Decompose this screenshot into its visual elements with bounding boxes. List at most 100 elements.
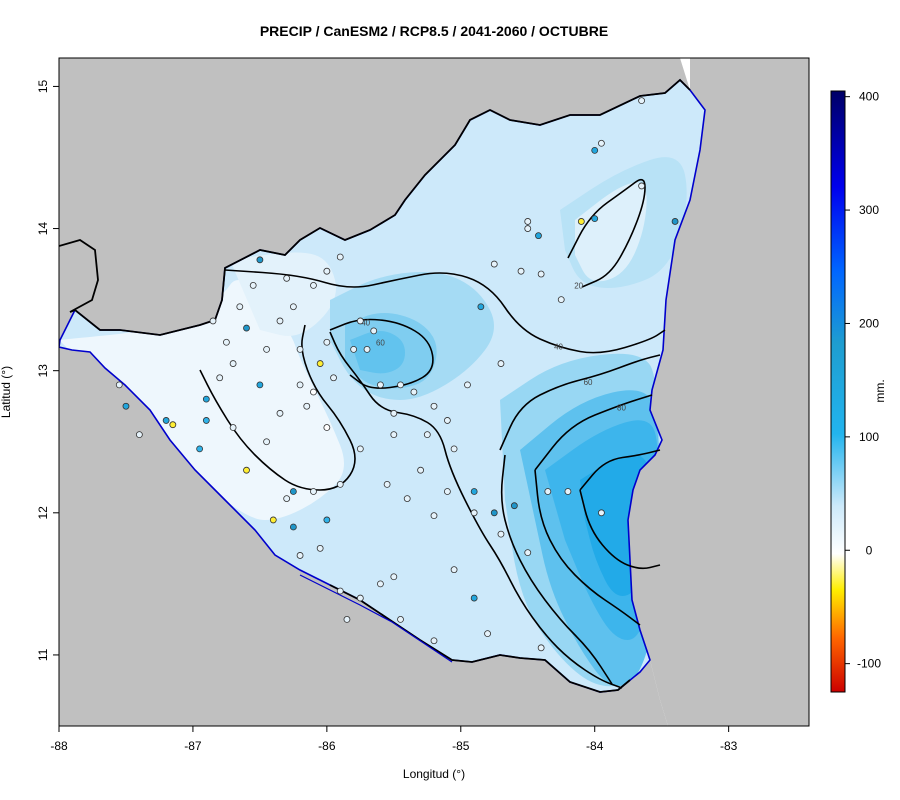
station-marker <box>336 587 344 595</box>
contour-label: 40 <box>361 318 370 327</box>
colorbar-gradient <box>830 90 846 693</box>
station-marker <box>243 466 250 474</box>
station-marker <box>289 303 297 311</box>
station-marker <box>256 381 264 389</box>
station-marker <box>544 488 552 495</box>
x-tick-label: -88 <box>50 739 68 753</box>
contour-line <box>500 454 613 685</box>
station-marker <box>524 218 532 225</box>
station-marker <box>289 488 297 495</box>
station-marker <box>283 274 291 282</box>
contour-label: 60 <box>376 338 385 347</box>
station-marker <box>390 573 398 581</box>
field-layer <box>59 280 344 520</box>
y-axis-label: Latitud (°) <box>0 366 13 418</box>
honduras-land <box>59 58 690 347</box>
station-marker <box>423 431 431 439</box>
station-marker <box>263 438 270 446</box>
colorbar: 400 300 200 100 0 -100 mm. <box>830 90 887 693</box>
station-marker <box>350 345 358 353</box>
x-tick-label: -85 <box>452 739 470 753</box>
y-tick-label: 11 <box>36 648 50 661</box>
station-marker <box>115 381 123 389</box>
x-tick-label: -86 <box>318 739 336 753</box>
contour-line <box>224 269 666 354</box>
station-marker <box>323 338 331 346</box>
station-marker <box>397 381 404 389</box>
station-marker <box>390 431 398 439</box>
station-marker <box>356 445 364 453</box>
station-marker <box>450 445 458 453</box>
station-marker <box>202 417 210 424</box>
station-marker <box>403 495 411 502</box>
station-marker <box>323 267 331 275</box>
station-marker <box>356 317 364 325</box>
field-layer <box>230 252 336 336</box>
station-marker <box>524 225 532 232</box>
station-marker <box>484 630 491 638</box>
station-marker <box>430 512 438 520</box>
station-marker <box>443 417 451 424</box>
station-marker <box>269 516 277 524</box>
colorbar-tick-label: 300 <box>859 203 879 217</box>
station-marker <box>490 509 498 517</box>
station-marker <box>591 215 599 223</box>
station-marker <box>296 552 304 559</box>
station-marker <box>470 509 478 517</box>
station-marker <box>524 549 532 557</box>
station-marker <box>202 395 210 403</box>
station-marker <box>296 345 304 353</box>
contour-line <box>329 331 623 689</box>
station-marker <box>289 523 297 531</box>
station-marker <box>229 424 237 431</box>
station-marker <box>169 421 177 429</box>
station-marker <box>397 616 404 623</box>
station-marker <box>443 488 451 495</box>
station-marker <box>323 516 331 524</box>
station-markers <box>115 97 679 652</box>
station-marker <box>450 566 458 574</box>
colorbar-tick-label: 100 <box>859 430 879 444</box>
contour-label: 80 <box>617 404 626 413</box>
station-marker <box>671 218 679 225</box>
contour-line <box>567 178 646 288</box>
station-marker <box>310 388 317 396</box>
station-marker <box>229 360 237 367</box>
station-marker <box>638 97 645 105</box>
station-marker <box>638 182 645 190</box>
station-marker <box>517 267 525 275</box>
station-marker <box>470 594 478 602</box>
colorbar-tick-label: 0 <box>866 543 873 557</box>
colorbar-unit-label: mm. <box>873 379 887 402</box>
station-marker <box>316 544 324 552</box>
x-axis-ticks: -88 -87 -86 -85 -84 -83 <box>50 726 738 753</box>
station-marker <box>263 345 270 353</box>
station-marker <box>598 139 605 147</box>
contour-label: 60 <box>584 378 593 387</box>
south-border-line <box>329 584 631 693</box>
station-marker <box>430 637 438 645</box>
contour-line <box>499 354 661 451</box>
station-marker <box>316 360 324 367</box>
station-marker <box>464 381 471 389</box>
station-marker <box>310 282 317 289</box>
contour-line <box>579 489 661 570</box>
station-marker <box>356 594 364 602</box>
station-marker <box>336 253 344 261</box>
station-marker <box>122 402 130 410</box>
station-marker <box>236 303 244 311</box>
north-border-line <box>59 78 691 336</box>
caribbean-east-land <box>628 58 809 726</box>
contour-line <box>579 449 661 491</box>
station-marker <box>591 146 599 154</box>
contour-line <box>534 394 653 471</box>
station-marker <box>390 409 398 417</box>
station-marker <box>135 431 143 439</box>
y-tick-label: 13 <box>36 364 50 378</box>
map-title: PRECIP / CanESM2 / RCP8.5 / 2041-2060 / … <box>260 23 608 39</box>
colorbar-tick-label: 400 <box>859 90 879 104</box>
colorbar-tick-label: -100 <box>857 657 881 671</box>
contour-lines <box>199 178 666 689</box>
x-tick-label: -87 <box>184 739 202 753</box>
